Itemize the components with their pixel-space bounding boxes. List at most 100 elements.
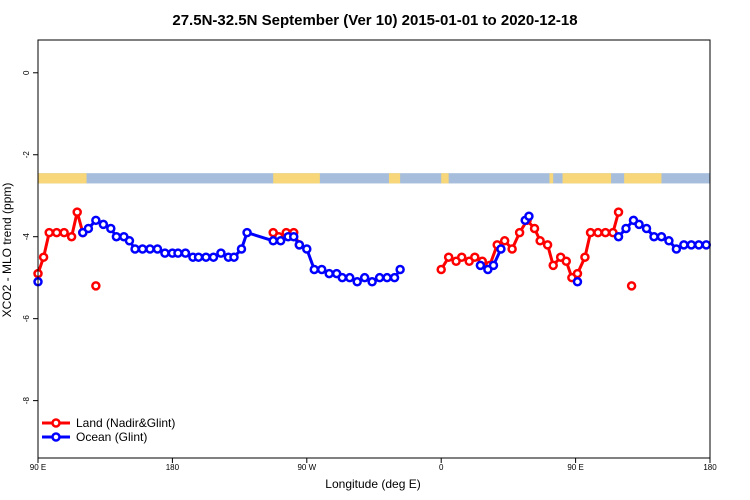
data-point <box>613 231 624 242</box>
data-point <box>664 236 674 246</box>
data-point <box>572 268 583 279</box>
data-point <box>201 252 211 262</box>
data-point <box>456 252 467 262</box>
plot-frame <box>37 39 711 459</box>
data-point <box>535 236 545 246</box>
data-point <box>389 272 400 283</box>
data-point <box>83 223 94 234</box>
data-point <box>488 260 499 271</box>
data-point <box>443 252 454 262</box>
y-tick-label: -4 <box>22 233 31 241</box>
legend-entry-label: Ocean (Glint) <box>76 430 147 444</box>
data-point <box>130 244 140 254</box>
series-ocean <box>33 211 712 287</box>
data-point <box>641 223 652 234</box>
y-axis-ticks: 0 -2 -4 -6 -8 <box>22 70 38 404</box>
data-point <box>66 231 77 242</box>
data-point <box>548 260 558 271</box>
x-axis-ticks: 90 E 180 90 W 0 90 E 180 <box>30 458 717 472</box>
data-point <box>593 227 603 238</box>
data-point <box>288 231 299 242</box>
data-point <box>395 264 405 275</box>
y-axis-label: XCO2 - MLO trend (ppm) <box>0 183 14 318</box>
data-point <box>656 231 667 242</box>
data-point <box>359 272 370 283</box>
chart-title: 27.5N-32.5N September (Ver 10) 2015-01-0… <box>172 12 577 29</box>
data-point <box>51 227 62 238</box>
data-point <box>542 240 553 250</box>
x-tick-label: 90 E <box>567 463 583 472</box>
legend: Land (Nadir&Glint)Ocean (Glint) <box>42 416 175 444</box>
legend-marker <box>51 418 61 428</box>
data-point <box>694 240 704 250</box>
data-point <box>374 272 385 283</box>
legend-marker <box>51 432 61 442</box>
data-point <box>180 248 191 258</box>
data-point <box>671 244 682 254</box>
data-point <box>352 277 362 287</box>
map-strip-land <box>441 173 449 184</box>
data-point <box>344 272 355 283</box>
data-point <box>679 240 689 250</box>
data-point <box>337 272 348 283</box>
data-point <box>160 248 170 258</box>
data-point <box>106 223 116 234</box>
data-point <box>649 231 659 242</box>
data-point <box>580 252 590 262</box>
data-point <box>561 256 572 267</box>
data-point <box>475 260 486 271</box>
y-tick-label: -8 <box>22 397 31 405</box>
map-strip-land <box>624 173 662 184</box>
data-point <box>145 244 155 254</box>
data-point <box>72 207 82 217</box>
x-tick-label: 180 <box>166 463 180 472</box>
data-point <box>436 264 446 275</box>
map-strip <box>38 173 710 184</box>
map-strip-ocean <box>38 173 710 184</box>
map-strip-land <box>549 173 554 184</box>
data-point <box>507 244 517 254</box>
data-point <box>216 248 226 258</box>
data-point <box>316 264 327 275</box>
series-line <box>36 210 85 275</box>
map-strip-land <box>273 173 320 184</box>
data-point <box>524 211 534 221</box>
data-point <box>470 252 480 262</box>
x-axis-label: Longitude (deg E) <box>325 477 420 491</box>
data-point <box>367 277 377 287</box>
data-point <box>294 240 305 250</box>
data-point <box>91 281 101 291</box>
x-tick-label: 90 W <box>297 463 316 472</box>
data-point <box>124 236 135 246</box>
data-point <box>621 223 631 234</box>
data-point <box>193 252 204 262</box>
map-strip-land <box>388 173 401 184</box>
series-layer <box>33 207 712 291</box>
data-point <box>91 215 101 226</box>
data-point <box>59 227 69 238</box>
data-point <box>496 244 506 254</box>
data-point <box>44 227 54 238</box>
data-point <box>302 244 312 254</box>
legend-entry-label: Land (Nadir&Glint) <box>76 416 175 430</box>
data-point <box>634 219 644 230</box>
data-point <box>572 277 583 287</box>
x-tick-label: 180 <box>703 463 717 472</box>
data-point <box>585 227 596 238</box>
data-point <box>242 227 252 238</box>
data-point <box>324 268 334 279</box>
map-strip-land <box>38 173 87 184</box>
data-point <box>499 236 510 246</box>
data-point <box>137 244 148 254</box>
data-point <box>152 244 163 254</box>
data-point <box>38 252 49 262</box>
data-point <box>701 240 712 250</box>
data-point <box>309 264 320 275</box>
data-point <box>173 248 183 258</box>
data-point <box>268 236 278 246</box>
data-point <box>626 281 637 291</box>
data-point <box>613 207 624 217</box>
data-point <box>275 236 286 246</box>
y-tick-label: -2 <box>22 151 31 159</box>
